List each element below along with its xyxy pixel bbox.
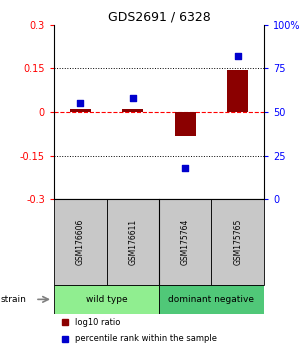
Text: GSM176606: GSM176606: [76, 219, 85, 265]
Text: GSM175765: GSM175765: [233, 219, 242, 265]
Text: strain: strain: [1, 295, 27, 304]
Bar: [122, 109, 143, 112]
Bar: [54, 199, 106, 285]
Text: GSM176611: GSM176611: [128, 219, 137, 265]
Bar: [227, 70, 248, 112]
Text: wild type: wild type: [86, 295, 127, 304]
Text: percentile rank within the sample: percentile rank within the sample: [75, 334, 217, 343]
Bar: [106, 199, 159, 285]
Point: [183, 165, 188, 171]
Bar: [159, 199, 211, 285]
Bar: [159, 285, 264, 314]
Text: log10 ratio: log10 ratio: [75, 318, 120, 327]
Point: [78, 101, 83, 106]
Text: dominant negative: dominant negative: [169, 295, 254, 304]
Bar: [70, 109, 91, 112]
Text: GSM175764: GSM175764: [181, 219, 190, 265]
Title: GDS2691 / 6328: GDS2691 / 6328: [108, 11, 210, 24]
Bar: [175, 112, 196, 136]
Bar: [54, 285, 159, 314]
Point: [235, 53, 240, 59]
Point: [130, 95, 135, 101]
Bar: [212, 199, 264, 285]
